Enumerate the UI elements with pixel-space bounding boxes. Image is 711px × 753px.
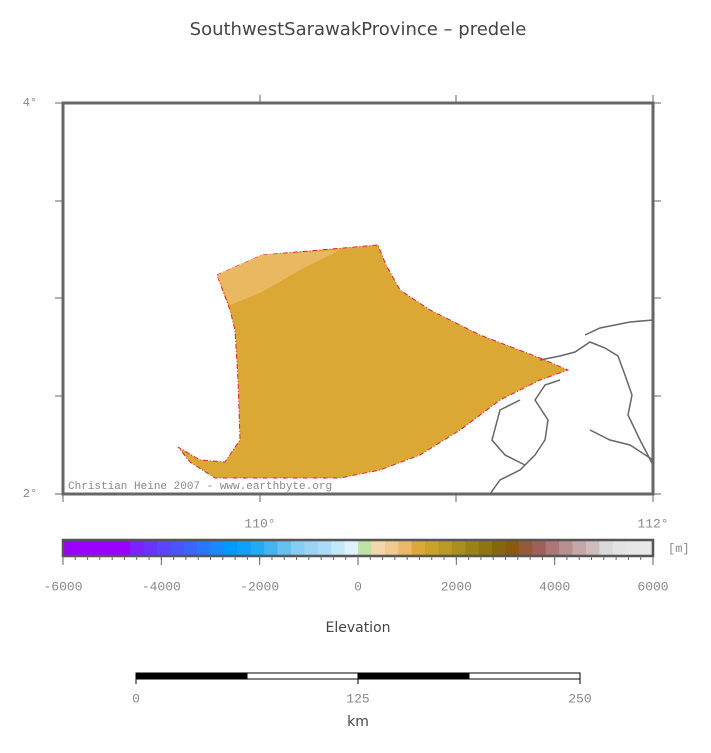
scale-segment (468, 672, 581, 680)
color-swatch (438, 540, 453, 556)
color-swatch (63, 540, 77, 556)
color-swatch (156, 540, 171, 556)
scalebar-unit: km (347, 714, 369, 730)
color-swatch (143, 540, 158, 556)
color-swatch (599, 540, 614, 556)
tick-label: 125 (346, 691, 369, 706)
color-swatch (585, 540, 600, 556)
color-swatch (465, 540, 480, 556)
color-swatch (384, 540, 399, 556)
lon-label: 112° (637, 516, 668, 531)
color-swatch (371, 540, 386, 556)
color-swatch (358, 540, 372, 556)
color-swatch (626, 540, 641, 556)
scale-segment (135, 672, 248, 680)
color-swatch (223, 540, 238, 556)
map: 4° 2° 110° 112° Christian Heine 2007 - w… (23, 95, 669, 531)
color-swatch (264, 540, 279, 556)
color-swatch (250, 540, 265, 556)
color-swatch (478, 540, 493, 556)
credit: Christian Heine 2007 - www.earthbyte.org (68, 481, 332, 493)
color-swatch (170, 540, 185, 556)
lat-label: 4° (23, 96, 37, 110)
color-swatch (237, 540, 252, 556)
color-swatch (130, 540, 144, 556)
color-swatch (277, 540, 292, 556)
color-swatch (425, 540, 439, 556)
color-swatch (572, 540, 587, 556)
lat-label: 2° (23, 487, 37, 501)
color-swatch (518, 540, 533, 556)
scalebar: 0 125 250 (132, 672, 592, 706)
color-swatch (451, 540, 466, 556)
colorbar: -6000 -4000 -2000 0 2000 4000 6000 (43, 538, 669, 594)
color-swatch (331, 540, 346, 556)
color-swatch (411, 540, 426, 556)
color-swatch (545, 540, 560, 556)
color-swatch (639, 540, 654, 556)
color-swatch (103, 540, 118, 556)
tick-label: 0 (132, 691, 140, 706)
color-swatch (612, 540, 627, 556)
color-swatch (532, 540, 547, 556)
coastlines (489, 319, 654, 495)
lon-label: 110° (244, 516, 275, 531)
color-swatch (290, 540, 305, 556)
frame-ticks (55, 95, 661, 502)
color-swatch (183, 540, 198, 556)
color-swatch (304, 540, 319, 556)
plate-region-light (217, 250, 340, 305)
tick-label: 6000 (637, 579, 668, 594)
plate-region (177, 244, 570, 479)
tick-label: 0 (354, 579, 362, 594)
tick-label: 250 (568, 691, 591, 706)
tick-label: -4000 (142, 579, 181, 594)
tick-label: -6000 (43, 579, 82, 594)
color-swatch (76, 540, 91, 556)
color-swatch (197, 540, 211, 556)
colorbar-unit: [m] (668, 542, 690, 556)
color-swatch (210, 540, 225, 556)
color-swatch (559, 540, 574, 556)
tick-label: -2000 (240, 579, 279, 594)
scale-segment (357, 672, 470, 680)
color-swatch (492, 540, 506, 556)
color-swatch (505, 540, 520, 556)
colorbar-label: Elevation (325, 620, 390, 636)
title: SouthwestSarawakProvince – predele (190, 19, 527, 40)
scale-segment (246, 672, 359, 680)
tick-label: 2000 (441, 579, 472, 594)
tick-label: 4000 (539, 579, 570, 594)
color-swatch (89, 540, 104, 556)
color-swatch (344, 540, 359, 556)
color-swatch (317, 540, 332, 556)
color-swatch (398, 540, 413, 556)
color-swatch (116, 540, 131, 556)
